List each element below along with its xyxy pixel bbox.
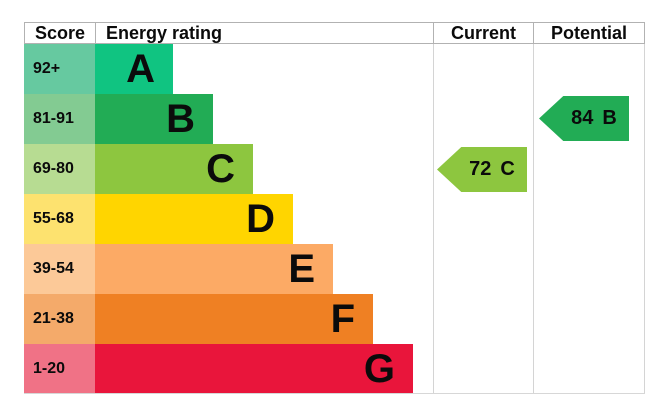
band-letter-a: A bbox=[126, 47, 155, 91]
energy-rating-column-header: Energy rating bbox=[95, 23, 433, 43]
band-row-a: 92+ A bbox=[24, 44, 645, 94]
score-range-f: 21-38 bbox=[24, 294, 95, 344]
current-column-left-divider bbox=[433, 44, 434, 394]
potential-column-left-divider bbox=[533, 44, 534, 394]
band-row-e: 39-54 E bbox=[24, 244, 645, 294]
chart-table: Score Energy rating Current Potential 92… bbox=[24, 22, 645, 394]
potential-column-header: Potential bbox=[533, 23, 645, 43]
band-rows: 92+ A 81-91 B 69-80 C 55-68 D 39-54 E 21-38 F 1-20 G bbox=[24, 44, 645, 394]
band-letter-g: G bbox=[363, 347, 395, 391]
band-bar-a: A bbox=[95, 44, 173, 94]
band-bar-e: E bbox=[95, 244, 333, 294]
band-bar-d: D bbox=[95, 194, 293, 244]
band-row-c: 69-80 C bbox=[24, 144, 645, 194]
potential-rating-value: 84 bbox=[571, 107, 594, 129]
band-bar-f: F bbox=[95, 294, 373, 344]
score-range-g: 1-20 bbox=[24, 344, 95, 394]
score-range-b: 81-91 bbox=[24, 94, 95, 144]
band-bar-g: G bbox=[95, 344, 413, 394]
band-row-f: 21-38 F bbox=[24, 294, 645, 344]
potential-rating-band: B bbox=[602, 107, 617, 129]
score-range-c: 69-80 bbox=[24, 144, 95, 194]
band-row-b: 81-91 B bbox=[24, 94, 645, 144]
table-right-border bbox=[644, 44, 645, 394]
band-bar-c: C bbox=[95, 144, 253, 194]
band-letter-f: F bbox=[330, 297, 355, 341]
band-letter-c: C bbox=[206, 147, 235, 191]
band-row-d: 55-68 D bbox=[24, 194, 645, 244]
band-letter-b: B bbox=[166, 97, 195, 141]
score-range-d: 55-68 bbox=[24, 194, 95, 244]
band-row-g: 1-20 G bbox=[24, 344, 645, 394]
table-header: Score Energy rating Current Potential bbox=[24, 22, 645, 44]
current-column-header: Current bbox=[433, 23, 533, 43]
score-range-e: 39-54 bbox=[24, 244, 95, 294]
score-range-a: 92+ bbox=[24, 44, 95, 94]
current-rating-band: C bbox=[500, 158, 515, 180]
score-column-header: Score bbox=[24, 23, 95, 43]
band-bar-b: B bbox=[95, 94, 213, 144]
table-bottom-border bbox=[24, 393, 645, 394]
band-letter-e: E bbox=[288, 247, 315, 291]
current-rating-value: 72 bbox=[469, 158, 492, 180]
band-letter-d: D bbox=[246, 197, 275, 241]
